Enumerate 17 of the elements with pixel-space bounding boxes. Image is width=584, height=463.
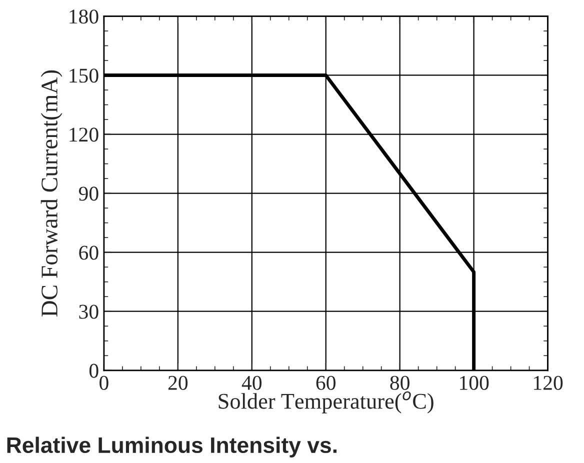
y-tick-label: 120 (70, 128, 98, 142)
x-tick-label: 100 (460, 376, 489, 390)
x-tick-label: 20 (168, 376, 188, 390)
x-tick-label: 60 (316, 376, 336, 390)
y-tick-label: 90 (78, 186, 98, 201)
y-tick-label: 180 (70, 10, 98, 24)
x-tick-label: 0 (100, 376, 108, 390)
y-tick-label: 0 (89, 364, 98, 378)
x-tick-label: 40 (242, 376, 262, 390)
text: Relative Luminous Intensity vs. (7, 436, 336, 458)
y-tick-label: 150 (70, 68, 98, 83)
x-tick-label: 120 (534, 376, 563, 390)
y-tick-label: 60 (79, 246, 98, 260)
x-tick-label: 80 (390, 376, 410, 390)
y-axis-title: DC Forward Current(mA) (40, 70, 62, 317)
y-tick-label: 30 (79, 304, 98, 319)
x-axis-title: Solder Temperature($^{o}$C) (218, 391, 434, 414)
